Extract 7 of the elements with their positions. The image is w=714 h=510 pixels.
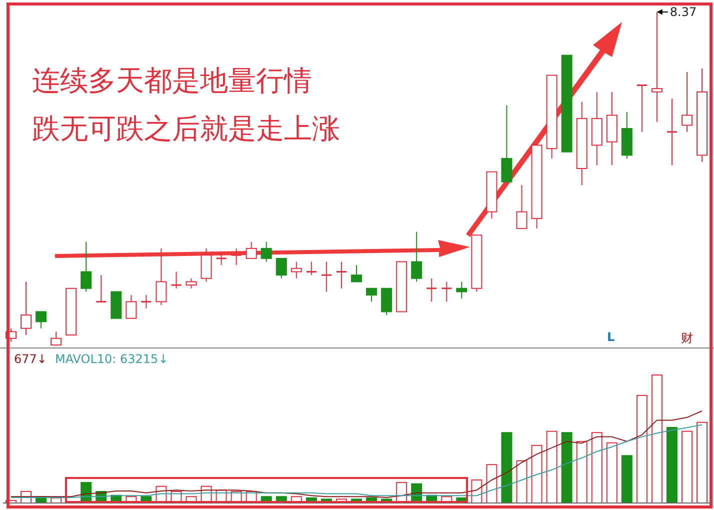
text: 跌无可跌之后就是走上涨: [32, 112, 340, 145]
text: 连续多天都是地量行情: [32, 64, 312, 97]
annotation: L: [607, 330, 615, 344]
annotation: 8.37: [670, 5, 697, 19]
annotation: 财: [681, 331, 693, 345]
text: MAVOL10: 63215↓: [54, 352, 168, 366]
text: 677↓: [14, 352, 47, 366]
